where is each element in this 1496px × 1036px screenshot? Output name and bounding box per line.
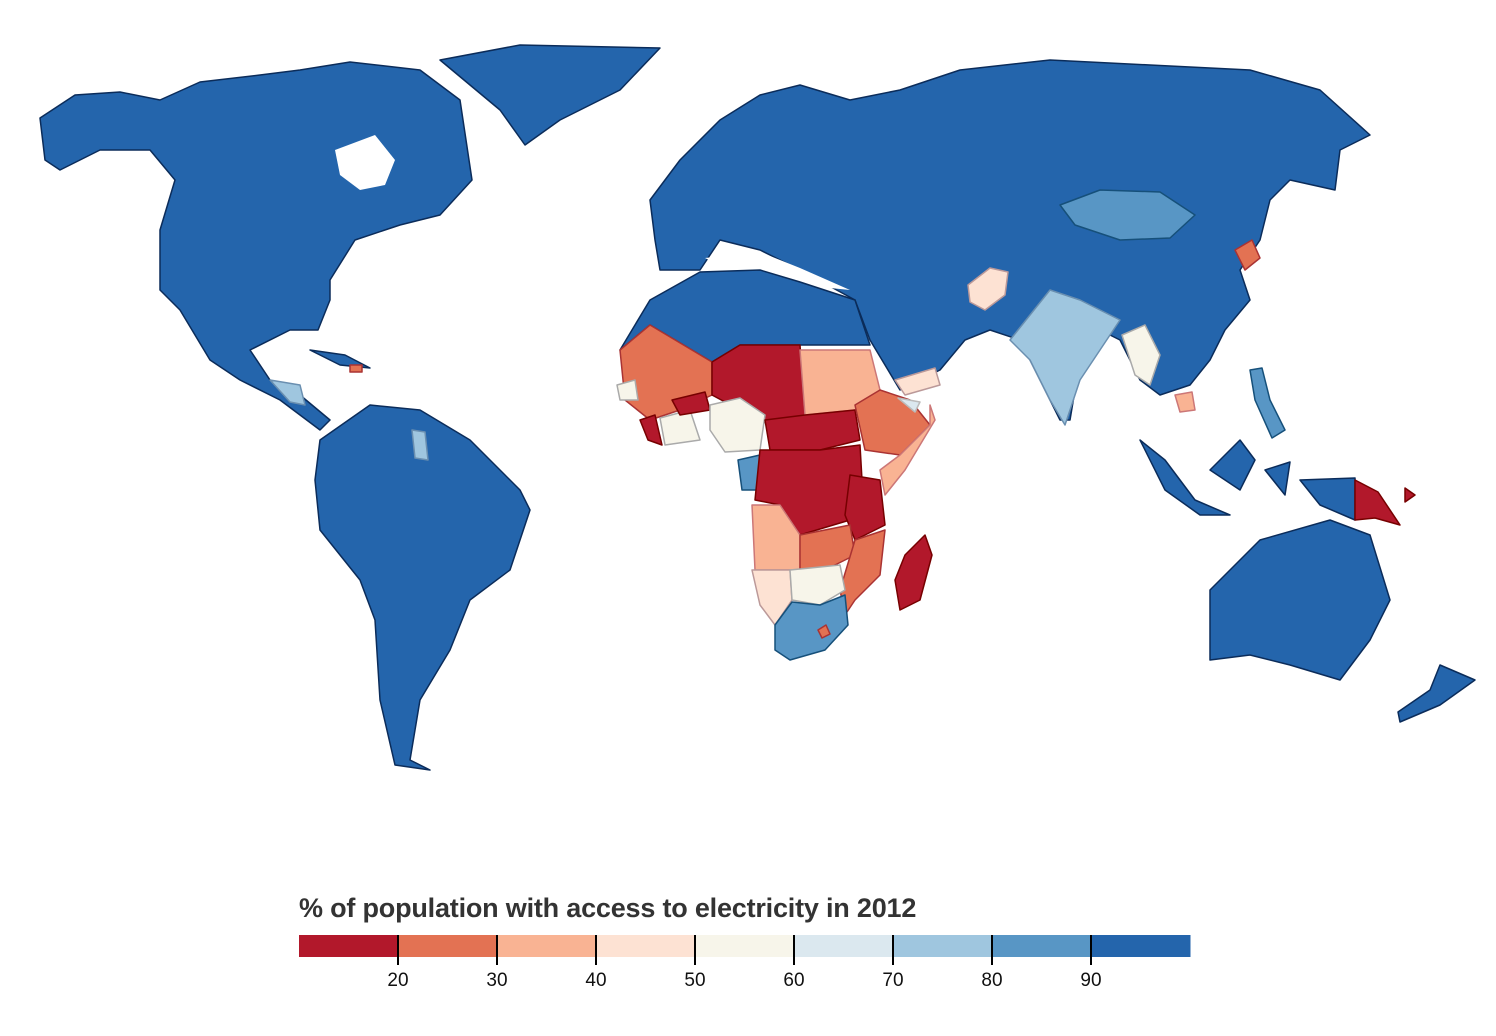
legend-bin-2	[497, 935, 597, 957]
india[interactable]	[1009, 289, 1121, 426]
cambodia[interactable]	[1174, 391, 1196, 413]
tanzania-uganda[interactable]	[844, 474, 886, 541]
legend-bin-6	[893, 935, 993, 957]
legend-bin-0	[299, 935, 399, 957]
legend-tick-label: 80	[981, 970, 1002, 991]
caribbean-islands[interactable]	[309, 349, 371, 369]
lesotho[interactable]	[817, 624, 831, 639]
legend-tick-label: 30	[486, 970, 507, 991]
color-scale-legend: 20 30 40 50 60 70 80 90	[299, 935, 1191, 991]
afghanistan[interactable]	[967, 267, 1009, 311]
south-africa[interactable]	[774, 594, 849, 661]
sub-saharan-africa	[616, 324, 941, 661]
legend-tick-label: 70	[882, 970, 903, 991]
continents	[39, 44, 1476, 771]
legend-bin-4	[695, 935, 795, 957]
madagascar[interactable]	[894, 534, 933, 611]
legend-bin-1	[398, 935, 498, 957]
new-zealand[interactable]	[1397, 664, 1476, 723]
australia[interactable]	[1209, 519, 1391, 681]
legend-bin-5	[794, 935, 894, 957]
legend-bin-3	[596, 935, 696, 957]
legend-tick-label: 50	[684, 970, 705, 991]
mediterranean	[705, 252, 850, 290]
central-america-light[interactable]	[269, 379, 306, 406]
indonesia[interactable]	[1139, 439, 1356, 521]
world-choropleth-map	[39, 44, 1476, 771]
philippines[interactable]	[1249, 367, 1286, 439]
mongolia[interactable]	[1059, 189, 1196, 241]
hudson-bay	[335, 135, 395, 190]
eritrea-djibouti[interactable]	[897, 397, 921, 413]
haiti[interactable]	[349, 364, 363, 373]
legend-bin-7	[992, 935, 1092, 957]
senegal-gambia[interactable]	[616, 379, 639, 401]
yemen[interactable]	[894, 367, 941, 396]
greenland[interactable]	[439, 44, 661, 146]
north-america[interactable]	[39, 61, 473, 431]
legend-tick-label: 60	[783, 970, 804, 991]
legend-tick-label: 90	[1080, 970, 1101, 991]
legend-title: % of population with access to electrici…	[299, 893, 917, 923]
papua-new-guinea[interactable]	[1354, 479, 1416, 526]
north-korea[interactable]	[1234, 239, 1261, 271]
myanmar[interactable]	[1121, 324, 1161, 386]
botswana-zimbabwe[interactable]	[789, 564, 846, 606]
zambia[interactable]	[799, 524, 856, 571]
legend-tick-label: 40	[585, 970, 606, 991]
south-america[interactable]	[314, 404, 531, 771]
legend-tick-label: 20	[387, 970, 408, 991]
sierra-leone-liberia[interactable]	[639, 414, 663, 446]
somalia-kenya[interactable]	[879, 404, 936, 496]
guyana[interactable]	[411, 429, 429, 461]
legend-bin-8	[1091, 935, 1191, 957]
